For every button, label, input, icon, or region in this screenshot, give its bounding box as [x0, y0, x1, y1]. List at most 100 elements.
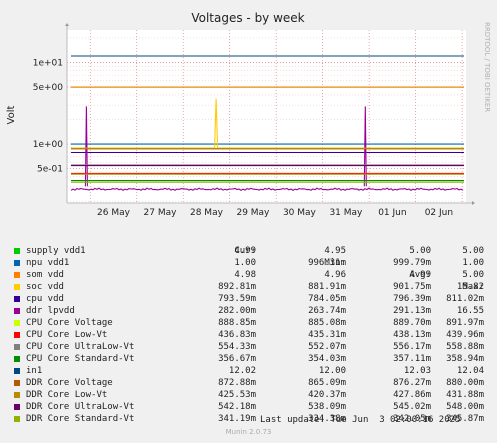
legend-row: cpu vdd 793.59m 784.05m 796.39m 811.02m [14, 293, 484, 305]
legend-row: in1 12.02 12.00 12.03 12.04 [14, 365, 484, 377]
axes [65, 23, 475, 205]
legend-cur: 793.59m [218, 294, 256, 304]
legend-row: supply vdd1 4.99 4.95 5.00 5.00 [14, 245, 484, 257]
legend-name: CPU Core Low-Vt [26, 330, 108, 340]
legend-min: 263.74m [308, 306, 346, 316]
chart-title: Voltages - by week [191, 11, 304, 25]
munin-version: Munin 2.0.73 [225, 428, 272, 436]
legend-cur: 892.81m [218, 282, 256, 292]
legend-row: CPU Core Voltage 888.85m 885.08m 889.70m 891… [14, 317, 484, 329]
legend-row: DDR Core Voltage 872.88m 865.09m 876.27m 880… [14, 377, 484, 389]
legend-avg: 796.39m [393, 294, 431, 304]
legend-name: DDR Core UltraLow-Vt [26, 402, 135, 412]
legend-max: 15.82 [456, 282, 484, 292]
x-tick-labels: 26 May 27 May 28 May 29 May 30 May 31 May 01 J… [97, 208, 453, 218]
legend-avg: 4.99 [409, 270, 431, 280]
legend-min: 334.38m [308, 414, 346, 424]
legend-avg: 999.79m [393, 258, 431, 268]
legend-name: cpu vdd [26, 294, 64, 304]
header-min: Min: [324, 258, 346, 268]
legend-min: 354.03m [308, 354, 346, 364]
legend-swatch [14, 404, 20, 410]
legend-cur: 4.98 [234, 270, 256, 280]
legend-max: 811.02m [446, 294, 484, 304]
header-max: Max: [462, 282, 484, 292]
legend-cur: 542.18m [218, 402, 256, 412]
legend-swatch [14, 248, 20, 254]
y-axis-arrow [65, 23, 69, 26]
legend-swatch [14, 284, 20, 290]
legend-name: som vdd [26, 270, 64, 280]
legend-swatch [14, 272, 20, 278]
legend-name: CPU Core Standard-Vt [26, 354, 135, 364]
legend-swatch [14, 392, 20, 398]
y-axis-label: Volt [6, 105, 17, 124]
legend-cur: 356.67m [218, 354, 256, 364]
legend-max: 12.04 [456, 366, 484, 376]
legend-row: CPU Core UltraLow-Vt 554.33m 552.07m 556.17… [14, 341, 484, 353]
legend-avg: 12.03 [403, 366, 431, 376]
legend-swatch [14, 332, 20, 338]
legend-rows: supply vdd1 4.99 4.95 5.00 5.00 npu vdd1 1.00 9… [14, 245, 484, 425]
legend-cur: 436.83m [218, 330, 256, 340]
x-tick-label: 27 May [144, 208, 178, 218]
x-tick-label: 01 Jun [378, 208, 406, 218]
legend-min: 538.09m [308, 402, 346, 412]
legend-swatch [14, 308, 20, 314]
legend-max: 345.87m [446, 414, 484, 424]
legend-min: 865.09m [308, 378, 346, 388]
x-tick-label: 28 May [190, 208, 224, 218]
series-lines [70, 55, 464, 191]
legend-swatch [14, 356, 20, 362]
legend-min: 12.00 [318, 366, 346, 376]
header-cur: Cur: [234, 246, 256, 256]
legend-row: CPU Core Low-Vt 436.83m 435.31m 438.13m 439.… [14, 329, 484, 341]
legend-avg: 342.05m [393, 414, 431, 424]
legend-name: CPU Core Voltage [26, 318, 113, 328]
legend-max: 358.94m [446, 354, 484, 364]
legend-max: 891.97m [446, 318, 484, 328]
legend-avg: 556.17m [393, 342, 431, 352]
legend-row: DDR Core Low-Vt 425.53m 420.37m 427.86m 431.… [14, 389, 484, 401]
legend-name: soc vdd [26, 282, 64, 292]
header-avg: Avg: [409, 270, 431, 280]
last-update: Last update: Tue Jun 3 02:00:16 2025 [260, 415, 461, 425]
legend-cur: 282.00m [218, 306, 256, 316]
legend-max: 431.88m [446, 390, 484, 400]
legend-min: 552.07m [308, 342, 346, 352]
legend-row: DDR Core UltraLow-Vt 542.18m 538.09m 545.02… [14, 401, 484, 413]
legend-name: npu vdd1 [26, 258, 70, 268]
y-tick-label: 1e+01 [33, 58, 63, 68]
legend-cur: 425.53m [218, 390, 256, 400]
legend-table: Cur: Min: Avg: Max: supply vdd1 4.99 4.95 5… [14, 233, 484, 425]
legend-cur: 872.88m [218, 378, 256, 388]
legend-row: DDR Core Standard-Vt 341.19m 334.38m 342.05… [14, 413, 484, 425]
legend-avg: 438.13m [393, 330, 431, 340]
legend-cur: 12.02 [228, 366, 256, 376]
legend-row: npu vdd1 1.00 996.31m 999.79m 1.00 [14, 257, 484, 269]
legend-row: ddr lpvdd 282.00m 263.74m 291.13m 16.55 [14, 305, 484, 317]
x-tick-label: 02 Jun [425, 208, 453, 218]
legend-name: DDR Core Standard-Vt [26, 414, 135, 424]
legend-cur: 554.33m [218, 342, 256, 352]
legend-cur: 341.19m [218, 414, 256, 424]
legend-avg: 889.70m [393, 318, 431, 328]
x-tick-label: 29 May [236, 208, 270, 218]
x-axis-arrow [472, 201, 475, 205]
legend-avg: 545.02m [393, 402, 431, 412]
legend-name: ddr lpvdd [26, 306, 75, 316]
legend-min: 4.95 [324, 246, 346, 256]
legend-max: 5.00 [462, 246, 484, 256]
legend-avg: 876.27m [393, 378, 431, 388]
legend-avg: 291.13m [393, 306, 431, 316]
legend-min: 881.91m [308, 282, 346, 292]
watermark-text: RRDTOOL / TOBI OETIKER [483, 22, 491, 112]
legend-max: 548.00m [446, 402, 484, 412]
x-tick-label: 30 May [283, 208, 317, 218]
legend-min: 435.31m [308, 330, 346, 340]
legend-swatch [14, 260, 20, 266]
y-tick-label: 5e+00 [33, 83, 64, 93]
legend-min: 784.05m [308, 294, 346, 304]
